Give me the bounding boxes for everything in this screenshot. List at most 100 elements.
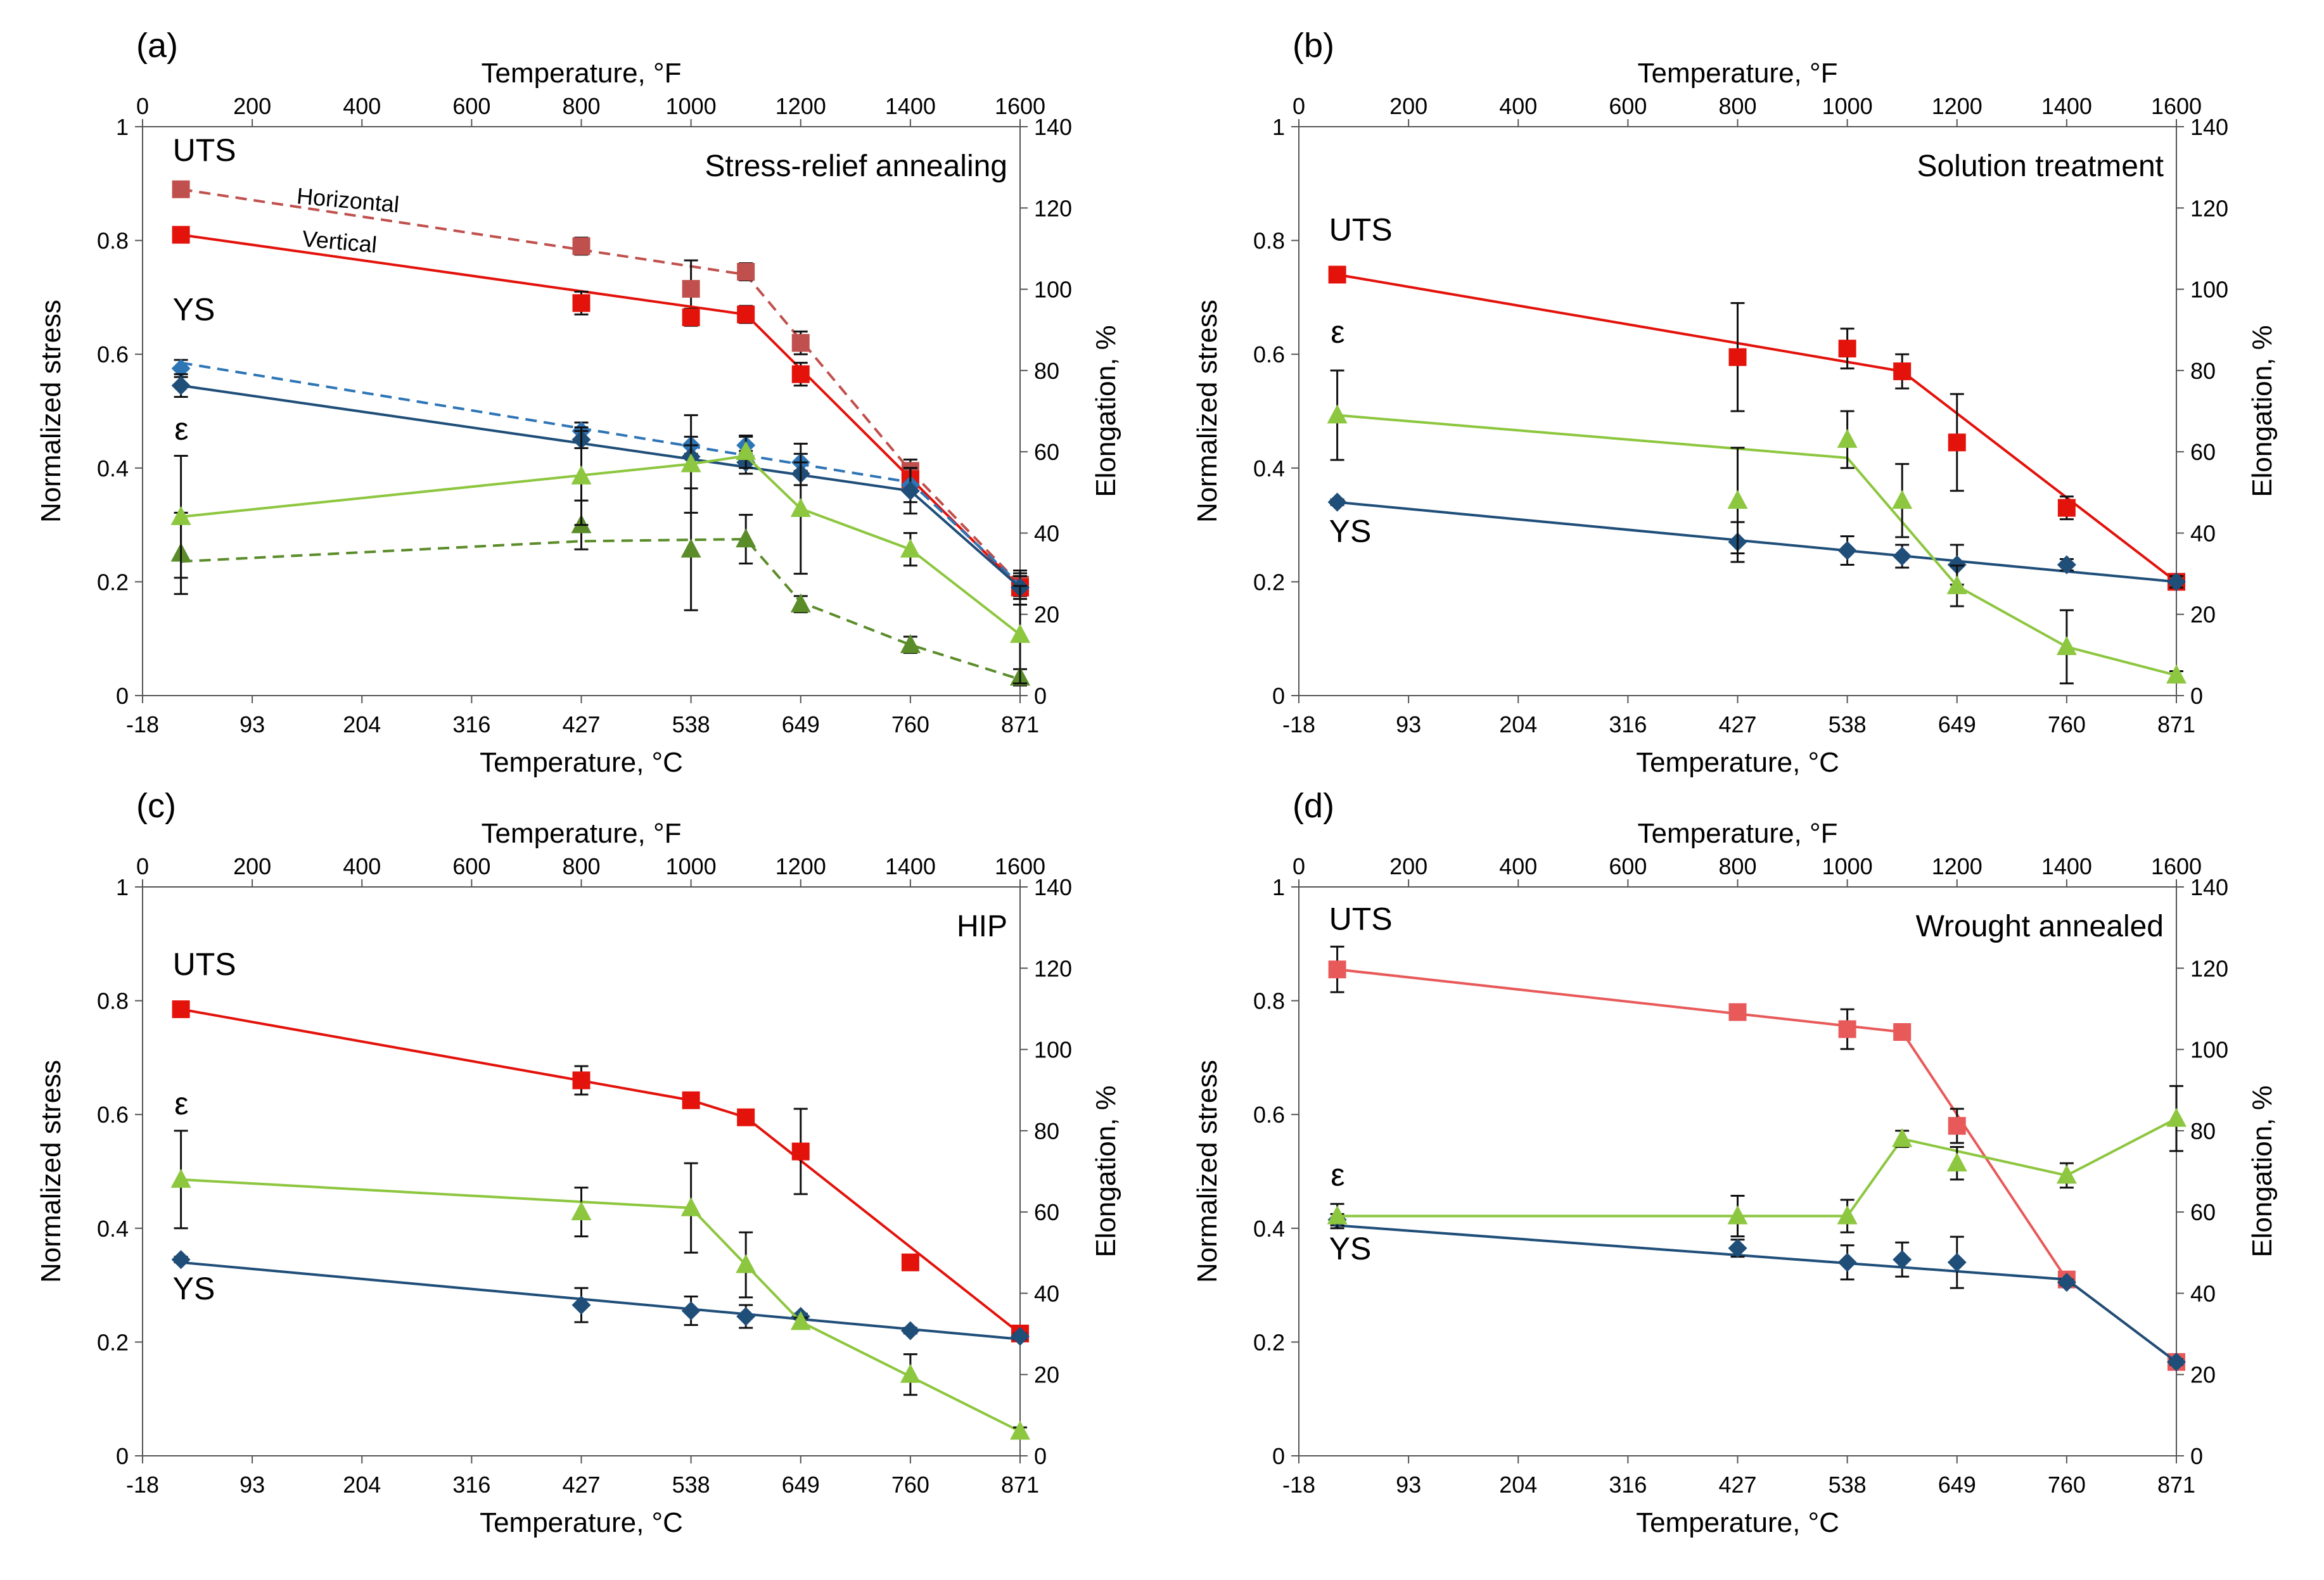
series-uts xyxy=(1328,945,2185,1371)
bottom-tick-label: 760 xyxy=(2048,1472,2086,1498)
bottom-tick-label: 427 xyxy=(1718,711,1756,737)
left-tick-label: 0.6 xyxy=(97,341,129,367)
right-tick-label: 80 xyxy=(1034,358,1059,384)
left-axis-title: Normalized stress xyxy=(1192,1060,1223,1283)
bottom-tick-label: 204 xyxy=(343,711,381,737)
bottom-tick-label: -18 xyxy=(1282,711,1315,737)
left-tick-label: 0.6 xyxy=(97,1102,129,1128)
top-tick-label: 0 xyxy=(136,853,149,879)
left-tick-label: 0.6 xyxy=(1253,1102,1285,1128)
data-point xyxy=(1728,1239,1747,1258)
line-note: Horizontal xyxy=(296,182,400,217)
data-point xyxy=(791,334,810,352)
top-axis-title: Temperature, °F xyxy=(1638,818,1838,849)
data-point xyxy=(172,1000,190,1019)
bottom-axis-title: Temperature, °C xyxy=(480,1507,683,1538)
right-tick-label: 100 xyxy=(1034,1037,1072,1063)
top-tick-label: 1200 xyxy=(776,93,826,119)
right-tick-label: 0 xyxy=(2190,683,2203,709)
data-point xyxy=(2057,1273,2076,1292)
right-axis-title: Elongation, % xyxy=(2247,325,2278,497)
left-tick-label: 1 xyxy=(116,874,129,900)
chart-panel-1: 0 200 400 600 800 1000 1200 1400 1600Temperature… xyxy=(35,27,1121,778)
top-tick-label: 400 xyxy=(343,853,381,879)
right-tick-label: 140 xyxy=(1034,874,1072,900)
left-tick-label: 0 xyxy=(1272,1443,1285,1469)
bottom-tick-label: 760 xyxy=(2048,711,2086,737)
series-line xyxy=(181,538,1021,681)
right-tick-label: 40 xyxy=(2190,520,2216,546)
data-point xyxy=(1327,1205,1348,1225)
right-tick-label: 20 xyxy=(2190,1362,2216,1388)
data-point xyxy=(680,1197,701,1216)
series-ys xyxy=(171,1250,1030,1346)
bottom-axis-title: Temperature, °C xyxy=(1636,1507,1839,1538)
data-point xyxy=(681,1301,701,1321)
bottom-tick-label: 649 xyxy=(782,711,820,737)
right-tick-label: 60 xyxy=(2190,439,2216,465)
data-point xyxy=(1893,546,1912,566)
data-point xyxy=(1893,1023,1912,1041)
bottom-tick-label: 538 xyxy=(672,1472,710,1498)
top-tick-label: 200 xyxy=(233,93,271,119)
left-axis-title: Normalized stress xyxy=(35,1060,67,1283)
data-point xyxy=(1838,1020,1856,1038)
series-line xyxy=(181,188,1021,586)
series-line xyxy=(1337,1117,2177,1218)
data-point xyxy=(737,305,755,324)
right-tick-label: 20 xyxy=(1034,602,1059,628)
data-point xyxy=(172,180,190,198)
data-point xyxy=(900,538,921,558)
left-tick-label: 1 xyxy=(1272,874,1285,900)
data-point xyxy=(1838,340,1856,358)
bottom-tick-label: 316 xyxy=(452,711,490,737)
right-tick-label: 0 xyxy=(2190,1443,2203,1469)
data-point xyxy=(682,1091,700,1109)
panel-label: (d) xyxy=(1293,787,1334,825)
right-tick-label: 120 xyxy=(1034,195,1072,221)
series-annotation: ε xyxy=(1331,314,1344,350)
data-point xyxy=(1728,1003,1747,1021)
series-annotation: UTS xyxy=(173,946,236,982)
series-uts-horizontal xyxy=(172,180,1029,597)
data-point xyxy=(1327,404,1348,424)
series-elongation-vertical xyxy=(170,414,1030,685)
series-annotation: YS xyxy=(1329,1231,1372,1266)
data-point xyxy=(1328,265,1346,284)
series-line xyxy=(181,1261,1021,1341)
data-point xyxy=(791,365,810,383)
data-point xyxy=(682,308,700,326)
panel-title: Stress-relief annealing xyxy=(705,150,1007,183)
data-point xyxy=(1893,362,1912,381)
series-line xyxy=(1337,500,2177,583)
left-axis-title: Normalized stress xyxy=(35,300,67,523)
bottom-tick-label: 93 xyxy=(239,1472,265,1498)
data-point xyxy=(2057,499,2076,517)
bottom-tick-label: -18 xyxy=(126,711,159,737)
series-line xyxy=(1337,1224,2178,1363)
bottom-tick-label: 538 xyxy=(672,711,710,737)
data-point xyxy=(171,1250,191,1270)
data-point xyxy=(790,1311,811,1330)
series-annotation: UTS xyxy=(1329,901,1393,936)
left-tick-label: 0.2 xyxy=(97,569,129,595)
bottom-tick-label: 871 xyxy=(2157,1472,2195,1498)
right-tick-label: 20 xyxy=(1034,1362,1059,1388)
data-point xyxy=(172,226,190,244)
series-line xyxy=(181,233,1021,589)
top-tick-label: 1400 xyxy=(885,93,936,119)
data-point xyxy=(1946,1152,1967,1172)
data-point xyxy=(1948,1117,1966,1135)
bottom-axis-title: Temperature, °C xyxy=(1636,747,1839,778)
data-point xyxy=(1010,1420,1030,1440)
right-tick-label: 80 xyxy=(1034,1118,1059,1144)
top-tick-label: 1000 xyxy=(1822,853,1873,879)
data-point xyxy=(572,1071,591,1090)
data-point xyxy=(1727,1205,1748,1225)
top-tick-label: 800 xyxy=(1718,93,1756,119)
bottom-tick-label: 538 xyxy=(1829,1472,1867,1498)
top-tick-label: 1400 xyxy=(885,853,936,879)
bottom-tick-label: 316 xyxy=(1609,711,1647,737)
series-line xyxy=(181,1178,1021,1433)
series-ys xyxy=(1327,1210,2186,1372)
